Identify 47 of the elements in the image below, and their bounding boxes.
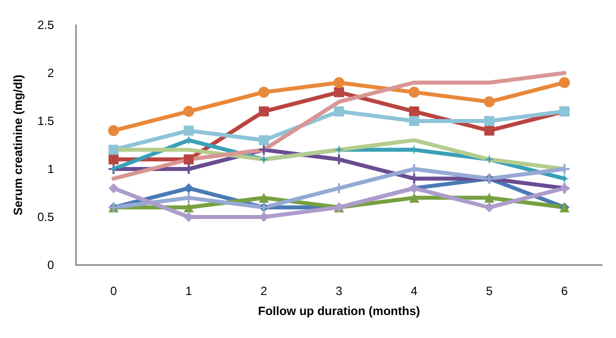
- y-tick-label: 1: [47, 162, 54, 176]
- x-tick-label: 5: [486, 284, 493, 298]
- x-tick-label: 6: [561, 284, 568, 298]
- point: [484, 202, 494, 212]
- y-tick-label: 0: [47, 258, 54, 272]
- x-tick-label: 4: [410, 284, 418, 298]
- point: [484, 116, 494, 126]
- point: [334, 87, 344, 98]
- y-axis-title: Serum creatinine (mg/dl): [11, 74, 25, 216]
- point: [409, 106, 420, 116]
- point: [183, 106, 194, 117]
- point: [108, 125, 120, 136]
- point: [184, 202, 194, 212]
- point: [258, 106, 269, 116]
- point: [108, 154, 119, 164]
- y-tick-label: 0.5: [37, 210, 54, 224]
- point: [409, 192, 420, 203]
- point: [334, 183, 344, 194]
- point: [558, 77, 570, 88]
- point: [484, 96, 495, 108]
- x-tick-label: 1: [185, 284, 192, 298]
- point: [258, 144, 269, 155]
- point: [334, 144, 344, 155]
- point: [184, 183, 194, 194]
- point: [108, 144, 119, 155]
- y-tick-label: 2.5: [37, 18, 54, 32]
- point: [184, 126, 194, 136]
- point: [409, 116, 420, 126]
- point: [258, 135, 269, 146]
- line-series: [112, 71, 566, 181]
- point: [484, 192, 494, 203]
- x-axis-title: Follow up duration (months): [258, 304, 420, 318]
- y-tick-label: 1.5: [37, 114, 54, 128]
- point: [258, 154, 269, 164]
- x-tick-label: 2: [260, 284, 268, 298]
- point: [108, 183, 119, 194]
- point: [408, 86, 420, 98]
- point: [258, 192, 269, 203]
- point: [334, 106, 344, 116]
- x-tick-label: 0: [110, 284, 118, 298]
- point: [334, 77, 344, 88]
- point: [484, 154, 494, 164]
- y-tick-label: 2: [47, 66, 54, 80]
- point: [258, 86, 270, 98]
- point: [484, 126, 494, 136]
- point: [184, 154, 194, 164]
- x-tick-label: 3: [336, 284, 343, 298]
